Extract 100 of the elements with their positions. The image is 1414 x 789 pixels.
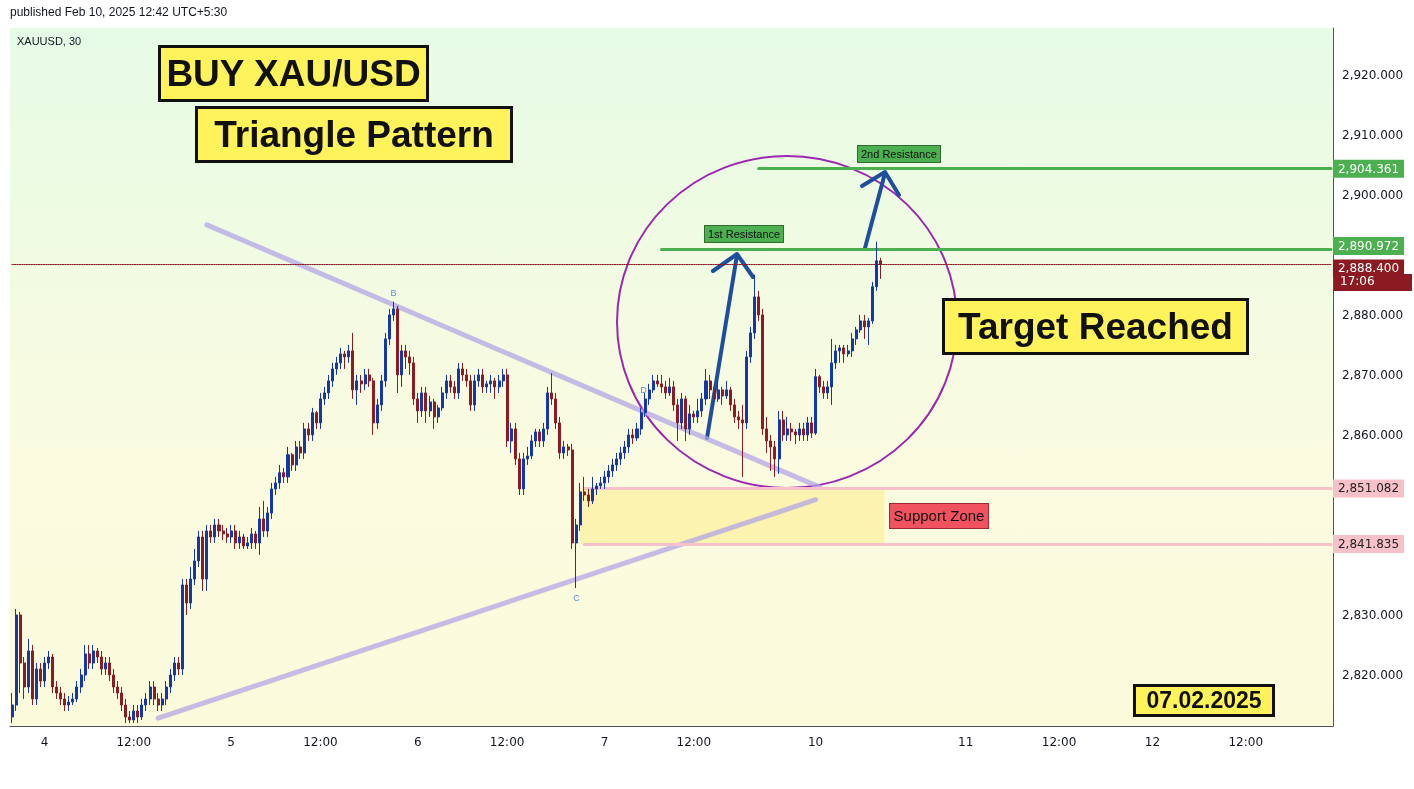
candlestick xyxy=(242,533,245,550)
candlestick xyxy=(213,518,216,544)
candlestick xyxy=(262,500,265,538)
x-tick-label: 12:00 xyxy=(116,735,152,749)
y-tick-label: 2,920.000 xyxy=(1342,67,1404,82)
text: published Feb 10, 2025 12:42 UTC+5:30 xyxy=(10,5,228,19)
x-tick-label: 10 xyxy=(807,735,824,749)
ref-line-label: 2,888.400 xyxy=(1337,261,1400,276)
candlestick xyxy=(680,392,683,430)
candlestick xyxy=(591,476,594,505)
x-tick-label: 12:00 xyxy=(1041,735,1077,749)
candlestick xyxy=(842,344,845,364)
annotation: D xyxy=(640,385,647,396)
candlestick xyxy=(67,695,70,712)
candlestick xyxy=(493,377,496,400)
candlestick xyxy=(806,416,809,442)
candlestick xyxy=(489,374,492,394)
y-tick-label: 2,860.000 xyxy=(1342,427,1404,442)
candlestick xyxy=(258,506,261,556)
x-tick-label: 12:00 xyxy=(676,735,712,749)
candlestick xyxy=(355,374,358,406)
candlestick xyxy=(217,518,221,538)
candlestick xyxy=(343,350,346,370)
candlestick xyxy=(863,314,866,340)
candlestick xyxy=(209,524,212,544)
candlestick xyxy=(282,467,285,484)
candlestick xyxy=(315,410,318,430)
candlestick xyxy=(238,530,241,550)
candlestick xyxy=(100,650,103,676)
candlestick xyxy=(684,395,687,442)
candlestick xyxy=(400,344,403,388)
y-tick-label: 2,880.000 xyxy=(1342,307,1404,322)
y-tick-label: 2,830.000 xyxy=(1342,607,1404,622)
candlestick xyxy=(291,452,294,472)
candlestick xyxy=(39,662,42,688)
candlestick xyxy=(420,386,423,418)
ref-line-label: 2,904.361 xyxy=(1337,161,1400,176)
candlestick xyxy=(830,338,833,406)
candlestick xyxy=(185,578,188,616)
y-tick-label: 2,870.000 xyxy=(1342,367,1404,382)
annotation: XAUUSD, 30 xyxy=(17,35,82,47)
candlestick xyxy=(201,530,204,592)
candlestick xyxy=(571,443,574,550)
candlestick xyxy=(481,368,484,394)
y-tick-label: 2,910.000 xyxy=(1342,127,1404,142)
x-tick-label: 12:00 xyxy=(489,735,525,749)
candlestick xyxy=(132,704,135,724)
annotation: Target Reached xyxy=(942,298,1249,355)
ref-line-label: 2,890.972 xyxy=(1337,239,1400,254)
candlestick xyxy=(299,440,302,460)
candlestick xyxy=(538,428,541,448)
text: Triangle Pattern xyxy=(195,106,513,163)
x-tick-label: 12:00 xyxy=(1228,735,1264,749)
candlestick xyxy=(104,656,107,676)
candlestick xyxy=(234,524,237,550)
text: 17:06 xyxy=(1334,274,1412,292)
annotation: 1st Resistance xyxy=(704,225,785,244)
x-tick-label: 4 xyxy=(40,735,49,749)
candlestick xyxy=(802,422,805,442)
candlestick xyxy=(75,680,78,703)
candlestick xyxy=(254,530,257,550)
candlestick xyxy=(778,410,781,475)
candlestick xyxy=(181,578,184,676)
text: BUY XAU/USD xyxy=(158,45,429,102)
candlestick xyxy=(364,368,367,391)
candlestick xyxy=(31,644,34,706)
candlestick xyxy=(692,410,695,424)
candlestick xyxy=(177,656,180,676)
x-tick-label: 11 xyxy=(958,735,974,749)
x-tick-label: 6 xyxy=(414,735,422,749)
candlestick xyxy=(786,416,789,442)
ref-line-label: 2,851.082 xyxy=(1337,481,1400,496)
candlestick xyxy=(810,416,813,439)
candlestick xyxy=(88,644,91,670)
candlestick xyxy=(721,386,724,406)
candlestick xyxy=(303,422,306,460)
candlestick xyxy=(424,386,427,424)
candlestick xyxy=(688,404,691,436)
candlestick xyxy=(668,377,671,397)
candlestick xyxy=(347,344,350,364)
ref-line-label: 2,841.835 xyxy=(1337,536,1400,551)
candlestick xyxy=(741,404,744,478)
annotation: 07.02.2025 xyxy=(1133,684,1275,717)
candlestick xyxy=(92,644,95,670)
candlestick xyxy=(360,374,363,394)
candlestick xyxy=(562,440,565,460)
candlestick xyxy=(782,410,785,442)
y-tick-label: 2,900.000 xyxy=(1342,187,1404,202)
candlestick xyxy=(396,305,399,394)
candlestick xyxy=(295,440,298,472)
x-tick-label: 7 xyxy=(600,735,609,749)
candlestick xyxy=(351,332,354,400)
candlestick xyxy=(226,527,229,544)
candlestick xyxy=(506,368,509,448)
candlestick xyxy=(136,704,139,724)
annotation: 2nd Resistance xyxy=(857,144,941,163)
annotation: C xyxy=(573,592,580,603)
candlestick xyxy=(27,638,30,694)
candlestick xyxy=(717,380,720,403)
candlestick xyxy=(149,680,152,706)
